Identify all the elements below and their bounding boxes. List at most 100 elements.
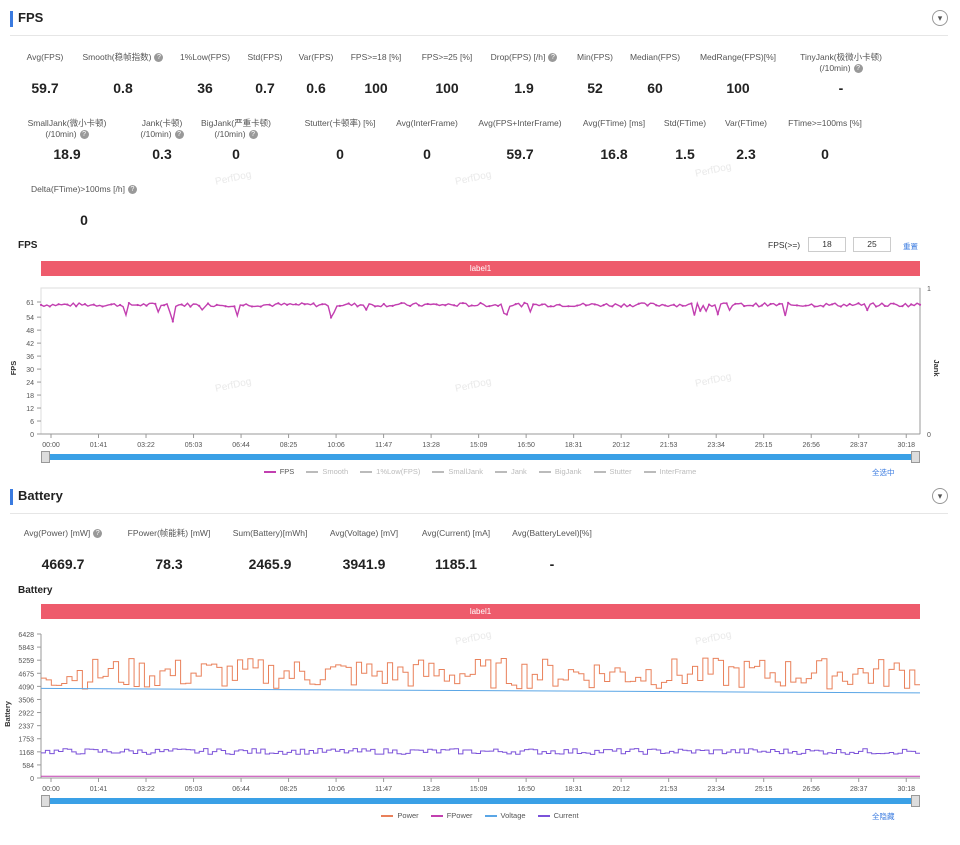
metric-card: Std(FPS) 0.7 [210, 52, 320, 96]
y-tick-label: 3506 [18, 697, 34, 704]
legend-item[interactable]: Stutter [593, 467, 632, 476]
help-icon[interactable]: ? [248, 130, 258, 140]
metric-value: 4669.7 [41, 556, 85, 572]
x-tick-label: 00:00 [42, 786, 60, 793]
fps-threshold-input-2[interactable]: 25 [853, 237, 891, 252]
legend-item[interactable]: BigJank [538, 467, 582, 476]
y-axis-label: FPS [9, 361, 18, 376]
x-tick-label: 30:18 [897, 442, 915, 449]
legend-item[interactable]: InterFrame [643, 467, 696, 476]
x-tick-label: 20:12 [612, 442, 630, 449]
fps-point [576, 304, 579, 307]
x-tick-label: 18:31 [565, 786, 583, 793]
fps-point [540, 303, 544, 306]
y-tick-label: 30 [26, 367, 34, 374]
fps-chart: 61 54 48 42 36 30 24 18 12 6 0 1 0 FPS Jank 00:00 01:41 0… [9, 286, 941, 449]
metric-label: MedRange(FPS)[%] [683, 52, 793, 63]
legend-item[interactable]: Voltage [484, 811, 526, 820]
fps-point [119, 303, 122, 307]
metric-label-text: Avg(BatteryLevel)[%] [512, 528, 592, 538]
x-tick-label: 05:03 [185, 442, 203, 449]
legend-item[interactable]: SmallJank [432, 467, 483, 476]
reset-button[interactable]: 重置 [903, 242, 918, 251]
metric-label: Std(FPS) [210, 52, 320, 63]
metric-card: Stutter(卡顿率) [%] 0 [285, 118, 395, 162]
fps-zoom-scrollbar[interactable] [41, 451, 920, 463]
x-tick-label: 11:47 [375, 786, 392, 793]
fps-point [277, 302, 280, 305]
scroll-track[interactable] [46, 798, 915, 804]
y-tick-label: 584 [22, 763, 34, 770]
metric-label-text: Avg(FPS) [26, 52, 64, 62]
battery-zoom-scrollbar[interactable] [41, 795, 920, 807]
help-icon[interactable]: ? [127, 185, 137, 195]
battery-hide-all-button[interactable]: 全隐藏 [872, 812, 895, 821]
legend-item[interactable]: 1%Low(FPS) [360, 467, 420, 476]
y-tick-label: 6 [30, 419, 34, 426]
fps-point [831, 303, 834, 306]
scroll-handle-left[interactable] [41, 451, 50, 463]
x-tick-label: 20:12 [612, 786, 630, 793]
scroll-handle-left[interactable] [41, 795, 50, 807]
legend-swatch [593, 471, 606, 474]
y-axis-label: Battery [3, 700, 12, 727]
y-tick-label: 36 [26, 354, 34, 361]
metric-card: Avg(InterFrame) 0 [372, 118, 482, 162]
x-tick-label: 11:47 [375, 442, 392, 449]
legend-item[interactable]: FPS [263, 467, 295, 476]
fps-point [321, 303, 324, 306]
metric-label: TinyJank(极微小卡顿) (/10min)? [786, 52, 896, 74]
scroll-handle-right[interactable] [911, 795, 920, 807]
fps-point [409, 304, 412, 308]
fps-point [75, 305, 78, 308]
x-tick-label: 13:28 [422, 786, 440, 793]
fps-point [628, 303, 632, 307]
fps-point [92, 303, 95, 306]
battery-chart-title: Battery [18, 585, 53, 596]
help-icon[interactable]: ? [79, 130, 89, 140]
legend-item[interactable]: Jank [494, 467, 527, 476]
legend-swatch [537, 815, 550, 818]
fps-point [303, 303, 306, 306]
x-tick-label: 23:34 [707, 442, 725, 449]
y-tick-label: 54 [26, 315, 34, 322]
metric-value: 0.7 [255, 80, 275, 96]
metric-label-text: FPS>=18 [%] [350, 52, 402, 62]
legend-swatch [430, 815, 443, 818]
legend-swatch [306, 471, 319, 474]
fps-point [857, 302, 860, 305]
fps-point [769, 302, 772, 306]
y-tick-label: 5259 [18, 658, 34, 665]
legend-item[interactable]: Smooth [306, 467, 348, 476]
divider [10, 513, 948, 514]
metric-label-unit: (/10min) [819, 63, 851, 73]
fps-point [663, 304, 667, 307]
fps-point [707, 303, 711, 306]
scroll-track[interactable] [46, 454, 915, 460]
metric-label-text: Stutter(卡顿率) [%] [304, 118, 376, 128]
help-icon[interactable]: ? [154, 53, 164, 63]
help-icon[interactable]: ? [93, 529, 103, 539]
chevron-down-icon[interactable]: ▾ [932, 10, 948, 26]
fps-point [496, 304, 500, 308]
fps-select-all-button[interactable]: 全选中 [872, 468, 895, 477]
legend-item[interactable]: Current [537, 811, 579, 820]
metric-label: SmallJank(微小卡顿) (/10min)? [12, 118, 122, 140]
legend-item[interactable]: FPower [430, 811, 473, 820]
metric-value: 3941.9 [342, 556, 386, 572]
metric-value: 0.8 [113, 80, 133, 96]
metric-label-text: Avg(Power) [mW] [23, 528, 91, 538]
legend-label: FPS [279, 467, 295, 476]
metric-card: Delta(FTime)>100ms [/h]? 0 [29, 184, 139, 228]
fps-threshold-input-1[interactable]: 18 [808, 237, 846, 252]
metric-label-text: Std(FTime) [663, 118, 707, 128]
legend-swatch [494, 471, 507, 474]
scroll-handle-right[interactable] [911, 451, 920, 463]
help-icon[interactable]: ? [853, 64, 863, 74]
help-icon[interactable]: ? [548, 53, 558, 63]
fps-chart-title: FPS [18, 240, 38, 251]
legend-item[interactable]: Power [381, 811, 419, 820]
fps-point [461, 302, 465, 305]
chevron-down-icon[interactable]: ▾ [932, 488, 948, 504]
help-icon[interactable]: ? [174, 130, 184, 140]
